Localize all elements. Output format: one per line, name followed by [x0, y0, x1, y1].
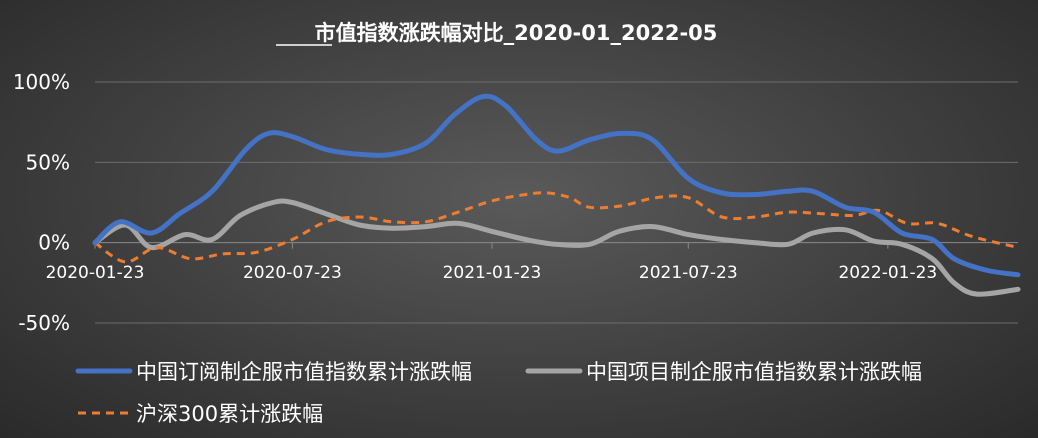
series-line-1	[92, 198, 1021, 297]
x-tick-label: 2021-01-23	[443, 263, 542, 283]
x-tick-label: 2020-07-23	[243, 263, 342, 283]
y-axis-ticks: -50% 0% 50% 100%	[13, 70, 70, 335]
y-tick-label: -50%	[18, 311, 70, 335]
y-tick-label: 0%	[38, 231, 70, 255]
legend: 中国订阅制企服市值指数累计涨跌幅 中国项目制企服市值指数累计涨跌幅沪深300累计涨…	[75, 360, 922, 426]
x-axis: 2020-01-23 2020-07-23 2021-01-23 2021-07-23…	[46, 242, 1018, 283]
legend-label: 沪深300累计涨跌幅	[136, 402, 323, 426]
series-line-0	[92, 93, 1021, 278]
gridlines	[95, 81, 1018, 324]
legend-label: 中国项目制企服市值指数累计涨跌幅	[586, 360, 922, 384]
y-tick-label: 100%	[13, 70, 70, 94]
legend-label: 中国订阅制企服市值指数累计涨跌幅	[136, 360, 472, 384]
series-line-2	[94, 191, 1019, 264]
series-lines	[92, 93, 1021, 297]
x-tick-label: 2022-01-23	[838, 263, 937, 283]
y-tick-label: 50%	[26, 150, 70, 174]
x-tick-label: 2021-07-23	[639, 263, 738, 283]
x-tick-label: 2020-01-23	[46, 263, 145, 283]
chart-title: 市值指数涨跌幅对比_2020-01_2022-05	[315, 21, 718, 45]
